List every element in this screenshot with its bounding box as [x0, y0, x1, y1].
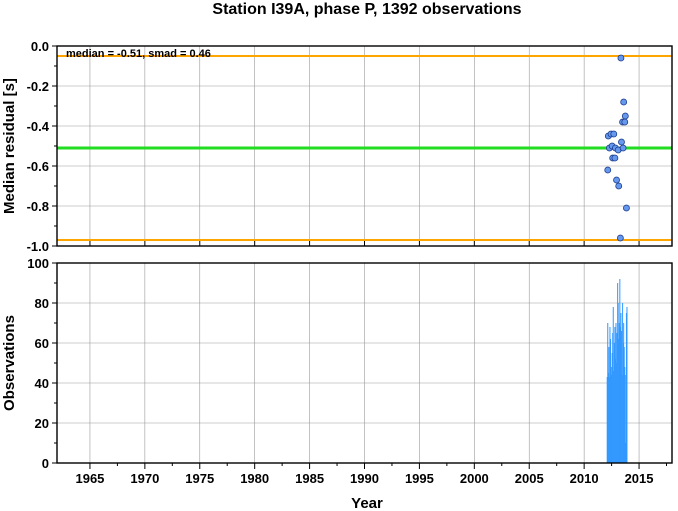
- observation-bar: [622, 343, 624, 463]
- observation-bar: [624, 375, 626, 463]
- residual-point: [619, 144, 627, 152]
- residual-y-tick-label: -0.2: [27, 79, 49, 94]
- residual-point: [617, 54, 625, 62]
- observations-y-tick-label: 0: [42, 456, 49, 471]
- residual-y-tick-label: -0.8: [27, 199, 49, 214]
- observation-bar: [619, 327, 621, 463]
- x-tick-label: 1965: [75, 471, 104, 486]
- observation-bar: [618, 323, 620, 463]
- observation-bar: [607, 373, 609, 463]
- x-tick-label: 1970: [130, 471, 159, 486]
- observation-bar: [608, 347, 610, 463]
- x-tick-label: 1975: [185, 471, 214, 486]
- observation-bar: [615, 323, 617, 463]
- residual-y-axis-label: Median residual [s]: [1, 78, 18, 214]
- observations-ticks: 1965 1970 1975 1980 1985 1990 1995 2000 2005 2010…: [27, 256, 668, 486]
- x-tick-label: 2000: [460, 471, 489, 486]
- residual-point: [615, 182, 623, 190]
- observation-bar: [620, 313, 622, 463]
- observation-bar: [612, 333, 614, 463]
- observation-bar: [622, 303, 624, 463]
- observation-bar: [617, 283, 619, 463]
- residual-points: [604, 54, 630, 242]
- observation-bar: [624, 367, 626, 463]
- observation-bar: [625, 443, 627, 463]
- observation-bar: [613, 371, 615, 463]
- observation-bar: [614, 359, 616, 463]
- x-tick-label: 1995: [405, 471, 434, 486]
- residual-point: [623, 204, 630, 212]
- observation-bar: [608, 377, 610, 463]
- x-tick-label: 2010: [570, 471, 599, 486]
- observation-bars: [606, 279, 628, 463]
- observation-bar: [618, 339, 620, 463]
- observation-bar: [616, 333, 618, 463]
- residual-point: [621, 112, 629, 120]
- residual-point: [620, 98, 628, 106]
- chart-title: Station I39A, phase P, 1392 observations: [212, 1, 521, 18]
- x-tick-label: 1985: [295, 471, 324, 486]
- observation-bar: [612, 307, 614, 463]
- observations-y-tick-label: 100: [27, 256, 49, 271]
- observation-bar: [606, 377, 608, 463]
- observation-bar: [610, 367, 612, 463]
- residual-point: [613, 176, 620, 184]
- median-smad-annotation: median = -0.51, smad = 0.46: [66, 48, 211, 60]
- x-tick-label: 1990: [350, 471, 379, 486]
- observations-panel: 1965 1970 1975 1980 1985 1990 1995 2000 2005 2010…: [1, 256, 673, 511]
- residual-point: [616, 234, 624, 242]
- x-axis-label: Year: [351, 495, 383, 511]
- observation-bar: [614, 327, 616, 463]
- residual-y-tick-label: 0.0: [31, 39, 49, 54]
- observation-bar: [623, 347, 625, 463]
- observation-bar: [617, 303, 619, 463]
- observation-bar: [621, 375, 623, 463]
- observations-y-axis-label: Observations: [1, 315, 18, 411]
- observation-bar: [609, 327, 611, 463]
- observations-y-tick-label: 60: [35, 336, 49, 351]
- residual-ticks: 0.0 -0.2 -0.4 -0.6 -0.8 -1.0: [27, 39, 640, 254]
- reference-lines: [57, 55, 672, 241]
- residual-point: [610, 130, 618, 138]
- observations-y-tick-label: 20: [35, 416, 49, 431]
- observation-bar: [625, 313, 627, 463]
- x-tick-label: 2005: [515, 471, 544, 486]
- observation-bar: [620, 331, 622, 463]
- observations-grid: [57, 262, 672, 464]
- observation-bar: [623, 323, 625, 463]
- observation-bar: [611, 353, 613, 463]
- residual-y-tick-label: -0.4: [27, 119, 50, 134]
- residual-y-tick-label: -0.6: [27, 159, 49, 174]
- observation-bar: [611, 375, 613, 463]
- observation-bar: [613, 343, 615, 463]
- residual-point: [621, 118, 629, 126]
- observation-bar: [626, 307, 628, 463]
- observation-bar: [610, 339, 611, 463]
- residual-point: [604, 166, 612, 174]
- observation-bar: [616, 363, 618, 463]
- observation-bar: [619, 279, 621, 463]
- x-tick-label: 1980: [240, 471, 269, 486]
- observations-y-tick-label: 40: [35, 376, 49, 391]
- residual-y-tick-label: -1.0: [27, 239, 49, 254]
- residual-grid: [57, 45, 672, 247]
- residual-panel: 0.0 -0.2 -0.4 -0.6 -0.8 -1.0 median = -0.51, …: [1, 39, 673, 254]
- observations-y-tick-label: 80: [35, 296, 49, 311]
- observation-bar: [607, 323, 609, 463]
- residual-point: [611, 154, 619, 162]
- residual-point: [618, 138, 625, 146]
- x-tick-label: 2015: [625, 471, 654, 486]
